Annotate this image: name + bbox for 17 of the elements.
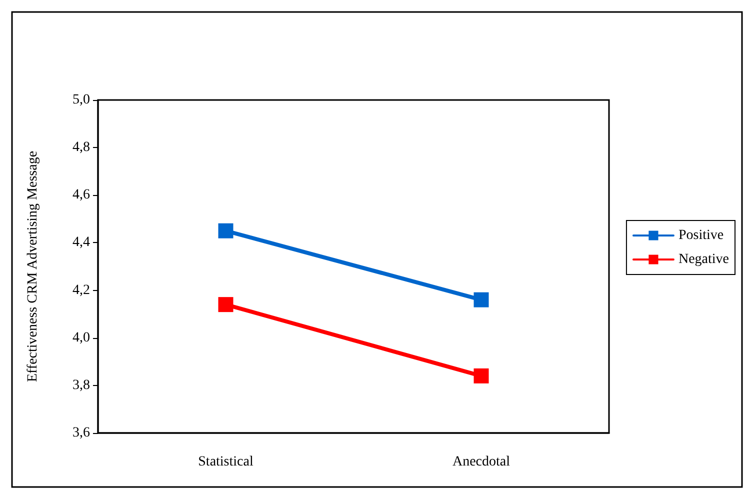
point bbox=[218, 223, 234, 238]
y-tick-label: 3,6 bbox=[72, 426, 90, 440]
y-tick-label: 3,8 bbox=[72, 378, 90, 393]
y-tick-label: 5,0 bbox=[72, 92, 90, 108]
x-tick-label: Anecdotal bbox=[452, 454, 510, 470]
y-tick-label: 4,6 bbox=[72, 188, 90, 203]
legend-label: Negative bbox=[678, 252, 729, 267]
y-tick-label: 4,0 bbox=[72, 330, 90, 346]
point bbox=[218, 297, 234, 312]
y-tick-label: 4,8 bbox=[72, 140, 90, 156]
y-tick-label: 4,4 bbox=[72, 235, 90, 250]
point bbox=[474, 368, 489, 384]
point bbox=[474, 292, 489, 308]
legend-label: Positive bbox=[678, 228, 724, 243]
y-axis-title: Effectiveness CRM Advertising Message bbox=[26, 150, 40, 382]
x-tick-label: Statistical bbox=[198, 454, 254, 470]
y-tick-label: 4,2 bbox=[72, 282, 90, 298]
